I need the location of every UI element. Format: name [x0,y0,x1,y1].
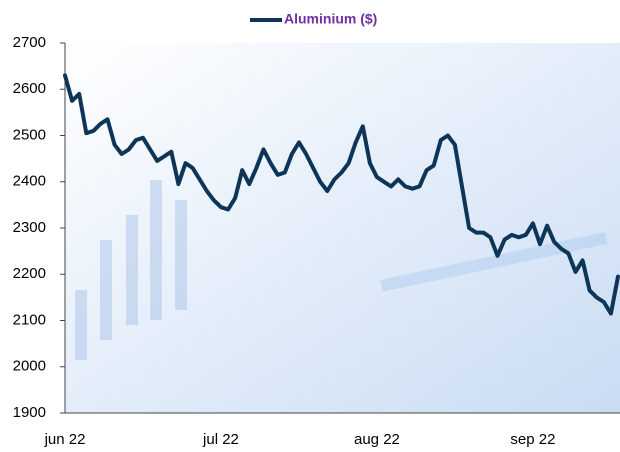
y-tick-label: 2400 [13,173,46,190]
y-tick-label: 2000 [13,358,46,375]
y-tick-label: 2600 [13,80,46,97]
chart: Aluminium ($) 1900 2000 2100 2200 2300 2400 25… [0,0,620,452]
legend: Aluminium ($) [250,11,377,27]
y-tick-label: 1900 [13,404,46,421]
y-tick-label: 2200 [13,265,46,282]
legend-label: Aluminium ($) [284,11,377,27]
x-tick-label: aug 22 [354,431,400,448]
x-tick-label: sep 22 [510,431,555,448]
y-tick-label: 2300 [13,219,46,236]
y-tick-label: 2500 [13,126,46,143]
x-tick-label: jul 22 [202,431,239,448]
plot-background [65,43,620,413]
x-tick-label: jun 22 [44,431,86,448]
y-tick-label: 2700 [13,34,46,51]
y-tick-label: 2100 [13,311,46,328]
